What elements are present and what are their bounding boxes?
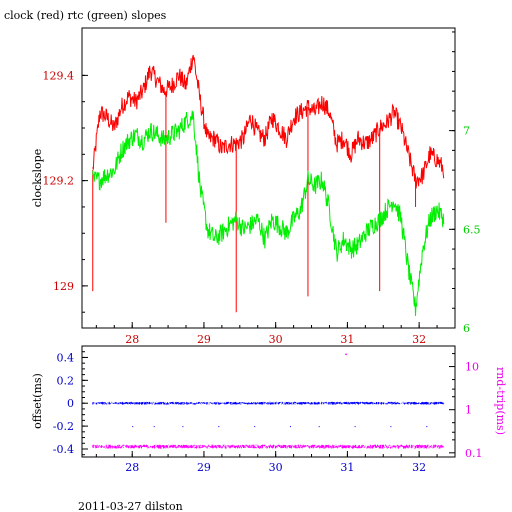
top-right-tick-label: 6: [463, 322, 470, 335]
bottom-panel: -0.4 -0.2 0 0.2 0.4 0.1 1 10 28 29 30 31 32 offset(m…: [31, 345, 507, 474]
series-offset-band: [92, 401, 445, 405]
offset-outlier-point: [390, 426, 392, 428]
series-rtc-line: [92, 110, 445, 316]
top-x-tick-label: 32: [412, 333, 426, 346]
offset-outlier-point: [354, 426, 356, 428]
series-rndtrip-band: [92, 444, 445, 449]
top-x-tick-label: 30: [269, 333, 283, 346]
bottom-left-tick-label: 0.4: [57, 351, 75, 364]
top-y-axis-label: clockslope: [31, 149, 44, 207]
offset-outlier-point: [153, 426, 155, 428]
bottom-axes: -0.4 -0.2 0 0.2 0.4 0.1 1 10 28 29 30 31 32: [53, 351, 483, 474]
footer-label: 2011-03-27 dilston: [78, 500, 183, 512]
bottom-right-tick-label: 10: [465, 361, 479, 374]
bottom-plot-frame: [81, 345, 456, 458]
top-right-tick-label: 7: [463, 125, 470, 138]
bottom-left-tick-label: -0.4: [53, 443, 74, 456]
bottom-x-tick-label: 29: [197, 461, 211, 474]
top-left-tick-label: 129.2: [43, 175, 75, 188]
offset-outlier-point: [132, 426, 134, 428]
bottom-right-y-axis-label: rnd-trip(ms): [494, 367, 507, 435]
bottom-left-tick-label: -0.2: [53, 420, 74, 433]
top-plot-frame: [81, 27, 456, 329]
top-x-tick-label: 28: [125, 333, 139, 346]
bottom-left-tick-label: 0: [67, 397, 74, 410]
offset-outlier-point: [426, 426, 428, 428]
top-right-tick-label: 6.5: [463, 223, 481, 236]
top-left-tick-label: 129.4: [43, 69, 75, 82]
top-series-group: [92, 54, 445, 316]
bottom-x-tick-label: 30: [269, 461, 283, 474]
offset-outlier-point: [182, 426, 184, 428]
rndtrip-outlier-point: [345, 353, 347, 356]
top-x-tick-label: 31: [340, 333, 354, 346]
offset-outlier-point: [218, 426, 220, 428]
bottom-right-tick-label: 0.1: [465, 447, 483, 460]
offset-outlier-point: [318, 426, 320, 428]
bottom-series-group: [92, 353, 445, 449]
bottom-x-tick-label: 32: [412, 461, 426, 474]
bottom-y-axis-label: offset(ms): [31, 373, 44, 429]
bottom-left-tick-label: 0.2: [57, 374, 75, 387]
offset-outlier-point: [254, 426, 256, 428]
top-left-tick-label: 129: [53, 280, 74, 293]
chart-title: clock (red) rtc (green) slopes: [4, 9, 167, 22]
bottom-x-tick-label: 31: [340, 461, 354, 474]
bottom-right-tick-label: 1: [465, 404, 472, 417]
top-panel: 129 129.2 129.4 6 6.5 7 28 29 30 31 32 clockslope: [31, 27, 481, 346]
offset-outlier-point: [290, 426, 291, 428]
top-x-tick-label: 29: [197, 333, 211, 346]
bottom-x-tick-label: 28: [125, 461, 139, 474]
top-axes: 129 129.2 129.4 6 6.5 7 28 29 30 31 32: [43, 31, 481, 346]
series-clock-line: [92, 54, 445, 189]
